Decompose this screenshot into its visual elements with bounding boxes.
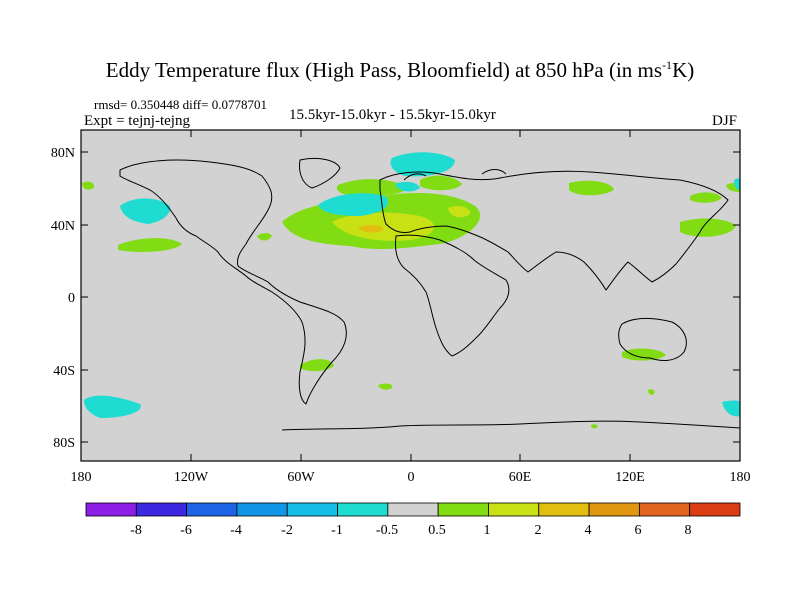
colorbar-swatch xyxy=(387,502,439,517)
map-background xyxy=(81,130,740,461)
colorbar-label: 8 xyxy=(685,523,692,538)
map-title: Eddy Temperature flux (High Pass, Bloomf… xyxy=(105,58,695,82)
colorbar-swatch xyxy=(689,502,741,517)
lon-label: 60E xyxy=(509,470,532,485)
colorbar-label: 0.5 xyxy=(428,523,446,538)
anomaly-shading xyxy=(82,152,740,429)
colorbar-swatch xyxy=(186,502,238,517)
colorbar-swatch xyxy=(85,502,137,517)
colorbar-swatch xyxy=(337,502,389,517)
lat-label: 80S xyxy=(53,436,75,451)
colorbar-label: -2 xyxy=(281,523,293,538)
colorbar xyxy=(85,502,741,517)
lat-label: 80N xyxy=(51,146,75,161)
colorbar-label: -0.5 xyxy=(376,523,398,538)
latitude-labels: 80N 40N 0 40S 80S xyxy=(51,146,75,451)
colorbar-swatch xyxy=(638,502,691,517)
period-label: 15.5kyr-15.0kyr - 15.5kyr-15.0kyr xyxy=(289,107,496,123)
colorbar-swatch xyxy=(538,502,590,517)
colorbar-label: 2 xyxy=(535,523,542,538)
colorbar-swatch xyxy=(236,502,288,517)
experiment-label: Expt = tejnj-tejng xyxy=(84,113,190,129)
lon-label: 180 xyxy=(71,470,92,485)
colorbar-swatch xyxy=(437,502,489,517)
positive-4-regions xyxy=(358,225,384,233)
lat-label: 40N xyxy=(51,219,75,234)
axis-ticks xyxy=(80,130,741,461)
lon-label: 120E xyxy=(615,470,645,485)
lon-label: 120W xyxy=(174,470,209,485)
negative-1-regions xyxy=(84,152,740,418)
colorbar-swatch xyxy=(588,502,640,517)
lon-label: 0 xyxy=(408,470,415,485)
season-label: DJF xyxy=(712,113,738,129)
colorbar-swatch xyxy=(488,502,540,517)
colorbar-swatch xyxy=(135,502,188,517)
lon-label: 180 xyxy=(730,470,751,485)
colorbar-labels: -8 -6 -4 -2 -1 -0.5 0.5 1 2 4 6 8 xyxy=(130,523,691,538)
coastlines xyxy=(119,157,740,431)
colorbar-label: -8 xyxy=(130,523,142,538)
lat-label: 40S xyxy=(53,364,75,379)
colorbar-label: 6 xyxy=(635,523,642,538)
positive-2-regions xyxy=(332,206,470,241)
stats-label: rmsd= 0.350448 diff= 0.0778701 xyxy=(94,97,267,112)
colorbar-label: -1 xyxy=(331,523,343,538)
lon-label: 60W xyxy=(287,470,315,485)
colorbar-label: -4 xyxy=(230,523,242,538)
lat-label: 0 xyxy=(68,291,75,306)
colorbar-label: 1 xyxy=(484,523,491,538)
longitude-labels: 180 120W 60W 0 60E 120E 180 xyxy=(71,470,751,485)
colorbar-label: -6 xyxy=(180,523,192,538)
colorbar-label: 4 xyxy=(585,523,592,538)
colorbar-swatch xyxy=(286,502,338,517)
